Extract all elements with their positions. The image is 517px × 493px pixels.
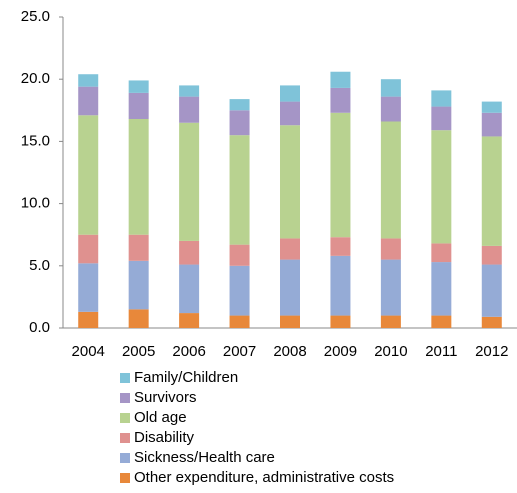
x-tick-label: 2010 xyxy=(374,343,407,360)
y-tick-label: 5.0 xyxy=(29,257,50,274)
bar-segment xyxy=(280,315,300,328)
bar-segment xyxy=(380,315,401,328)
bar-segment xyxy=(128,92,149,120)
bar-segment xyxy=(229,110,250,136)
x-tick-label: 2005 xyxy=(122,343,155,360)
legend-swatch xyxy=(120,433,130,443)
legend-swatch xyxy=(120,473,130,483)
legend-swatch xyxy=(120,413,130,423)
bar-segment xyxy=(431,130,452,244)
x-tick-label: 2008 xyxy=(273,343,306,360)
bar-segment xyxy=(229,265,250,316)
bar-segment xyxy=(280,85,300,102)
bar-segment xyxy=(78,115,99,235)
bar-segment xyxy=(481,245,502,265)
legend-swatch xyxy=(120,393,130,403)
legend-swatch xyxy=(120,373,130,383)
bar-segment xyxy=(431,90,452,107)
bar-segment xyxy=(380,238,401,260)
bar-segment xyxy=(280,101,300,126)
bar-segment xyxy=(431,243,452,263)
bar-segment xyxy=(481,136,502,246)
bar-segment xyxy=(431,106,452,131)
bar-segment xyxy=(179,240,200,265)
bar-segment xyxy=(481,264,502,317)
bar-segment xyxy=(128,260,149,310)
bar-segment xyxy=(78,263,99,312)
legend-label: Old age xyxy=(134,409,187,426)
legend-label: Other expenditure, administrative costs xyxy=(134,469,394,486)
bar-segment xyxy=(179,264,200,314)
legend-label: Disability xyxy=(134,429,195,446)
bar-segment xyxy=(78,74,99,87)
bar-segment xyxy=(380,79,401,97)
bar-segment xyxy=(330,112,351,238)
bar-segment xyxy=(128,309,149,328)
bar-segment xyxy=(330,87,351,113)
bar-segment xyxy=(280,259,300,316)
legend-label: Survivors xyxy=(134,389,197,406)
bar-segment xyxy=(229,99,250,111)
bar-segment xyxy=(78,311,99,328)
bar-segment xyxy=(330,71,351,88)
x-tick-label: 2006 xyxy=(172,343,205,360)
bar-segment xyxy=(229,244,250,266)
bar-segment xyxy=(481,112,502,137)
x-tick-label: 2009 xyxy=(324,343,357,360)
legend-label: Family/Children xyxy=(134,369,238,386)
legend-label: Sickness/Health care xyxy=(134,449,275,466)
y-tick-label: 15.0 xyxy=(21,132,50,149)
x-tick-label: 2007 xyxy=(223,343,256,360)
bar-segment xyxy=(179,96,200,123)
bar-segment xyxy=(229,315,250,328)
y-tick-label: 10.0 xyxy=(21,195,50,212)
bar-segment xyxy=(128,119,149,235)
bar-segment xyxy=(380,259,401,316)
bar-segment xyxy=(78,234,99,264)
x-tick-label: 2012 xyxy=(475,343,508,360)
bar-segment xyxy=(330,237,351,256)
bar-segment xyxy=(431,315,452,328)
bar-segment xyxy=(78,86,99,116)
bar-segment xyxy=(330,255,351,316)
bar-segment xyxy=(229,135,250,245)
bar-segment xyxy=(481,316,502,328)
legend-swatch xyxy=(120,453,130,463)
bar-segment xyxy=(179,313,200,328)
x-tick-label: 2004 xyxy=(72,343,105,360)
bar-segment xyxy=(280,238,300,260)
bar-segment xyxy=(179,122,200,241)
bar-segment xyxy=(179,85,200,97)
bar-segment xyxy=(330,315,351,328)
bar-segment xyxy=(128,234,149,261)
x-tick-label: 2011 xyxy=(425,343,457,360)
bar-segment xyxy=(380,96,401,122)
y-tick-label: 20.0 xyxy=(21,70,50,87)
bar-segment xyxy=(481,101,502,113)
y-tick-label: 0.0 xyxy=(29,319,50,336)
bar-segment xyxy=(280,125,300,239)
bar-segment xyxy=(128,80,149,93)
y-tick-label: 25.0 xyxy=(21,8,50,25)
bar-segment xyxy=(380,121,401,239)
bar-segment xyxy=(431,262,452,316)
